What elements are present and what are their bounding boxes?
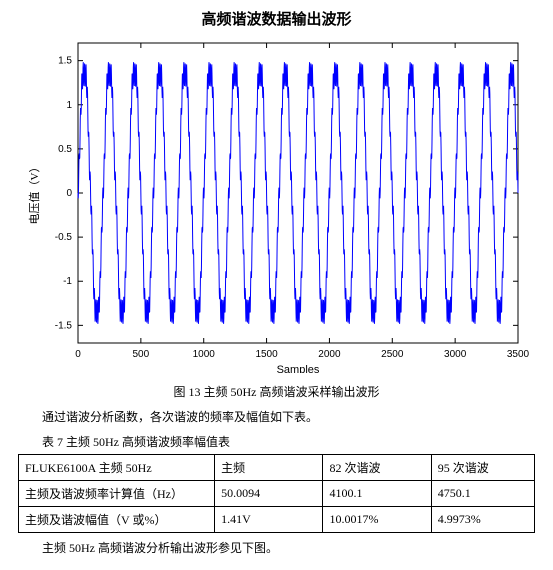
table-cell: 主频 <box>215 455 323 481</box>
svg-text:1500: 1500 <box>255 349 278 360</box>
svg-text:0: 0 <box>75 349 81 360</box>
svg-text:1.5: 1.5 <box>58 56 72 67</box>
table-cell: 82 次谐波 <box>323 455 431 481</box>
body-paragraph: 通过谐波分析函数，各次谐波的频率及幅值如下表。 <box>18 408 535 425</box>
table-cell: 主频及谐波幅值（V 或%） <box>19 507 215 533</box>
table-cell: 10.0017% <box>323 507 431 533</box>
harmonic-table: FLUKE6100A 主频 50Hz主频82 次谐波95 次谐波主频及谐波频率计… <box>18 454 535 533</box>
svg-text:-1.5: -1.5 <box>55 320 73 331</box>
chart-title: 高频谐波数据输出波形 <box>8 8 545 29</box>
svg-text:Samples: Samples <box>277 364 320 373</box>
svg-text:3000: 3000 <box>444 349 467 360</box>
chart-container: 高频谐波数据输出波形 0 500 1000 1500 2000 2500 3000 3500 -… <box>8 8 545 373</box>
svg-text:电压值（V）: 电压值（V） <box>28 162 41 225</box>
table-row: 主频及谐波幅值（V 或%）1.41V10.0017%4.9973% <box>19 507 535 533</box>
svg-text:-1: -1 <box>63 276 72 287</box>
table-cell: FLUKE6100A 主频 50Hz <box>19 455 215 481</box>
table-cell: 4100.1 <box>323 481 431 507</box>
table-title: 表 7 主频 50Hz 高频谐波频率幅值表 <box>18 433 535 450</box>
table-cell: 4.9973% <box>431 507 534 533</box>
figure-caption: 图 13 主频 50Hz 高频谐波采样输出波形 <box>8 383 545 400</box>
table-cell: 4750.1 <box>431 481 534 507</box>
table-cell: 1.41V <box>215 507 323 533</box>
svg-text:1000: 1000 <box>193 349 216 360</box>
footer-text: 主频 50Hz 高频谐波分析输出波形参见下图。 <box>18 539 535 556</box>
svg-text:0.5: 0.5 <box>58 144 72 155</box>
svg-text:500: 500 <box>133 349 150 360</box>
svg-text:3500: 3500 <box>507 349 530 360</box>
table-cell: 50.0094 <box>215 481 323 507</box>
svg-text:2000: 2000 <box>318 349 341 360</box>
table-row: 主频及谐波频率计算值（Hz）50.00944100.14750.1 <box>19 481 535 507</box>
svg-text:0: 0 <box>66 188 72 199</box>
waveform-chart: 0 500 1000 1500 2000 2500 3000 3500 -1.5 -1 -0.5 0 0… <box>8 33 545 373</box>
svg-text:-0.5: -0.5 <box>55 232 73 243</box>
table-cell: 95 次谐波 <box>431 455 534 481</box>
table-cell: 主频及谐波频率计算值（Hz） <box>19 481 215 507</box>
table-row: FLUKE6100A 主频 50Hz主频82 次谐波95 次谐波 <box>19 455 535 481</box>
svg-text:2500: 2500 <box>381 349 404 360</box>
svg-text:1: 1 <box>66 100 72 111</box>
